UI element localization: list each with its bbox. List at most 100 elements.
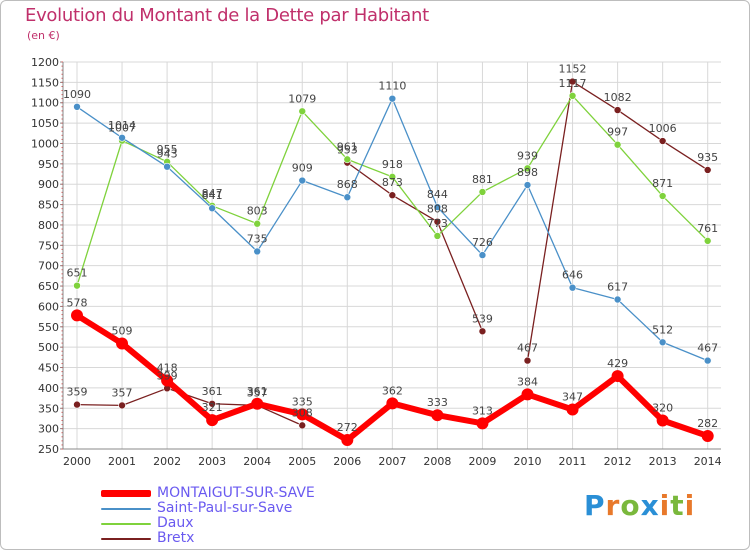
- data-label-daux: 997: [607, 126, 628, 139]
- data-point-daux: [568, 92, 577, 100]
- data-point-saint-paul-sur-save: [478, 251, 487, 259]
- data-point-saint-paul-sur-save: [523, 181, 532, 189]
- legend-label: MONTAIGUT-SUR-SAVE: [157, 485, 315, 501]
- series-line-montaigut-sur-save: [389, 400, 441, 419]
- data-label-saint-paul-sur-save: 841: [202, 189, 223, 202]
- series-line-montaigut-sur-save: [74, 312, 126, 347]
- series-line-saint-paul-sur-save: [481, 184, 529, 256]
- data-point-montaigut-sur-save: [521, 388, 534, 401]
- data-point-daux: [388, 173, 397, 181]
- legend-label: Saint-Paul-sur-Save: [157, 500, 293, 516]
- data-label-saint-paul-sur-save: 646: [562, 269, 583, 282]
- data-point-bretx: [73, 400, 81, 409]
- data-label-saint-paul-sur-save: 844: [427, 188, 448, 201]
- logo-letter: i: [659, 489, 671, 522]
- data-point-daux: [523, 164, 532, 173]
- legend-item: Daux: [101, 516, 315, 531]
- series-line-daux: [301, 110, 348, 161]
- data-label-saint-paul-sur-save: 467: [697, 342, 718, 355]
- logo-letter: x: [640, 489, 660, 522]
- y-tick-label: 1150: [31, 76, 59, 89]
- legend-swatch: [101, 522, 151, 525]
- data-label-bretx: 357: [112, 386, 133, 399]
- logo-letter: P: [584, 489, 606, 522]
- data-point-saint-paul-sur-save: [208, 204, 216, 213]
- series-line-montaigut-sur-save: [479, 391, 531, 427]
- data-label-bretx: 308: [292, 406, 313, 419]
- series-line-saint-paul-sur-save: [391, 98, 439, 208]
- data-point-daux: [613, 140, 622, 149]
- data-label-saint-paul-sur-save: 1110: [378, 80, 406, 93]
- series-line-daux: [211, 205, 258, 225]
- x-tick-label: 2011: [559, 455, 587, 468]
- legend-swatch: [101, 537, 151, 540]
- data-point-bretx: [523, 356, 532, 365]
- data-label-daux: 761: [697, 222, 718, 235]
- data-point-bretx: [613, 106, 622, 114]
- data-label-bretx: 873: [382, 176, 403, 189]
- data-point-montaigut-sur-save: [341, 434, 354, 447]
- legend-label: Bretx: [157, 530, 195, 546]
- x-tick-label: 2014: [694, 455, 722, 468]
- data-label-daux: 773: [427, 217, 448, 230]
- series-line-bretx: [616, 109, 664, 142]
- series-line-daux: [76, 139, 123, 287]
- data-point-bretx: [388, 191, 397, 200]
- data-label-daux: 955: [157, 143, 178, 156]
- data-point-bretx: [478, 327, 487, 336]
- y-tick-label: 1200: [31, 56, 59, 69]
- data-label-daux: 871: [652, 177, 673, 190]
- data-point-montaigut-sur-save: [206, 414, 219, 427]
- data-point-montaigut-sur-save: [656, 414, 669, 427]
- chart-unit: (en €): [27, 29, 60, 42]
- data-label-daux: 918: [382, 158, 403, 171]
- data-point-bretx: [118, 401, 126, 410]
- y-tick-label: 750: [38, 239, 59, 252]
- data-label-montaigut-sur-save: 509: [112, 324, 133, 337]
- data-point-bretx: [703, 166, 712, 174]
- data-point-daux: [253, 219, 262, 228]
- data-label-daux: 651: [67, 267, 88, 280]
- data-label-montaigut-sur-save: 384: [517, 375, 538, 388]
- series-line-daux: [571, 95, 619, 146]
- data-point-saint-paul-sur-save: [343, 193, 352, 202]
- series-line-montaigut-sur-save: [434, 412, 486, 427]
- y-tick-label: 550: [38, 321, 59, 334]
- series-line-bretx: [346, 161, 394, 196]
- data-label-daux: 847: [202, 187, 223, 200]
- data-label-saint-paul-sur-save: 868: [337, 178, 358, 191]
- y-tick-label: 900: [38, 178, 59, 191]
- data-label-montaigut-sur-save: 320: [652, 401, 673, 414]
- chart-title: Evolution du Montant de la Dette par Hab…: [25, 5, 429, 26]
- data-label-saint-paul-sur-save: 1090: [63, 88, 91, 101]
- series-line-bretx: [76, 403, 123, 407]
- chart-legend: MONTAIGUT-SUR-SAVE Saint-Paul-sur-Save Dau…: [101, 486, 315, 546]
- x-tick-label: 2006: [333, 455, 361, 468]
- logo-letter: i: [684, 489, 696, 522]
- y-tick-label: 500: [38, 341, 59, 354]
- legend-swatch: [101, 490, 151, 497]
- data-label-bretx: 361: [202, 385, 223, 398]
- y-tick-label: 350: [38, 402, 59, 415]
- data-label-montaigut-sur-save: 578: [67, 296, 88, 309]
- series-line-daux: [166, 161, 213, 207]
- data-point-daux: [433, 232, 442, 240]
- series-line-daux: [391, 176, 439, 237]
- series-line-montaigut-sur-save: [614, 373, 666, 424]
- data-label-bretx: 467: [517, 342, 538, 355]
- x-tick-label: 2000: [63, 455, 91, 468]
- data-label-bretx: 539: [472, 312, 493, 325]
- data-point-saint-paul-sur-save: [298, 176, 307, 185]
- series-line-daux: [436, 191, 484, 237]
- data-point-saint-paul-sur-save: [118, 133, 126, 142]
- data-label-daux: 961: [337, 140, 358, 153]
- data-point-daux: [478, 188, 487, 196]
- x-tick-label: 2007: [378, 455, 406, 468]
- series-line-bretx: [256, 404, 303, 427]
- y-tick-label: 800: [38, 219, 59, 232]
- legend-item: Saint-Paul-sur-Save: [101, 501, 315, 516]
- data-label-montaigut-sur-save: 272: [337, 421, 358, 434]
- data-label-bretx: 953: [337, 144, 358, 157]
- data-point-daux: [703, 237, 712, 245]
